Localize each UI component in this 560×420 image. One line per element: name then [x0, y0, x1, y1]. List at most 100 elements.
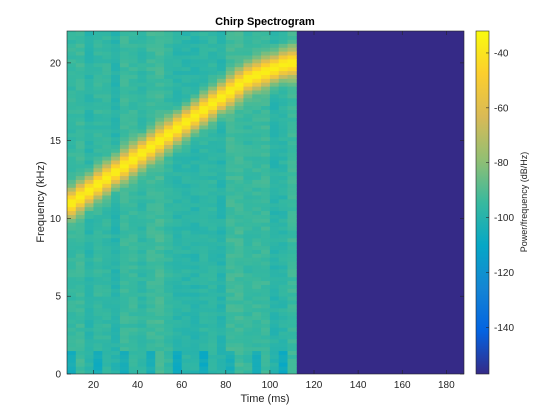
spectrogram-cell: [93, 47, 103, 52]
spectrogram-cell: [190, 327, 200, 332]
spectrogram-cell: [155, 288, 165, 293]
spectrogram-cell: [190, 55, 200, 60]
spectrogram-cell: [155, 218, 165, 223]
spectrogram-cell: [243, 195, 253, 200]
spectrogram-cell: [172, 327, 183, 332]
spectrogram-cell: [67, 121, 77, 126]
spectrogram-cell: [75, 245, 86, 250]
spectrogram-cell: [137, 350, 147, 355]
spectrogram-cell: [111, 230, 121, 235]
spectrogram-cell: [75, 39, 86, 44]
spectrogram-cell: [287, 331, 297, 336]
spectrogram-cell: [216, 272, 227, 278]
spectrogram-cell: [119, 152, 130, 157]
spectrogram-cell: [75, 241, 86, 247]
spectrogram-cell: [252, 335, 262, 340]
spectrogram-cell: [278, 113, 288, 118]
spectrogram-cell: [278, 226, 288, 231]
spectrogram-cell: [208, 113, 218, 118]
spectrogram-cell: [269, 296, 280, 301]
spectrogram-cell: [216, 55, 227, 60]
spectrogram-cell: [164, 222, 174, 227]
spectrogram-cell: [84, 59, 94, 64]
spectrogram-cell: [172, 358, 183, 363]
spectrogram-cell: [269, 339, 280, 344]
spectrogram-cell: [216, 346, 227, 352]
spectrogram-cell: [93, 82, 103, 87]
spectrogram-cell: [75, 51, 86, 56]
spectrogram-cell: [155, 156, 165, 161]
spectrogram-cell: [234, 109, 244, 114]
spectrogram-cell: [287, 218, 297, 223]
spectrogram-cell: [128, 179, 138, 184]
spectrogram-cell: [102, 199, 112, 204]
spectrogram-cell: [119, 210, 130, 215]
spectrogram-cell: [93, 366, 103, 371]
spectrogram-cell: [137, 43, 147, 48]
spectrogram-cell: [287, 319, 297, 324]
spectrogram-cell: [111, 70, 121, 75]
spectrogram-cell: [172, 218, 183, 223]
spectrogram-cell: [269, 350, 280, 355]
spectrogram-cell: [84, 136, 94, 142]
spectrogram-cell: [119, 237, 130, 243]
spectrogram-cell: [93, 202, 103, 208]
spectrogram-cell: [128, 276, 138, 282]
spectrogram-cell: [181, 323, 191, 328]
spectrogram-cell: [155, 70, 165, 75]
spectrogram-cell: [84, 167, 94, 173]
spectrogram-cell: [111, 78, 121, 83]
spectrogram-cell: [146, 175, 156, 180]
spectrogram-cell: [208, 249, 218, 254]
spectrogram-cell: [190, 195, 200, 200]
spectrogram-cell: [199, 234, 209, 239]
spectrogram-cell: [93, 51, 103, 56]
spectrogram-cell: [278, 214, 288, 219]
spectrogram-cell: [199, 311, 209, 317]
spectrogram-cell: [155, 342, 165, 348]
spectrogram-cell: [146, 276, 156, 282]
spectrogram-cell: [75, 152, 86, 157]
spectrogram-cell: [146, 105, 156, 110]
spectrogram-cell: [278, 265, 288, 270]
spectrogram-cell: [172, 199, 183, 204]
spectrogram-cell: [225, 78, 236, 83]
spectrogram-cell: [287, 241, 297, 247]
spectrogram-cell: [119, 234, 130, 239]
spectrogram-cell: [234, 179, 244, 184]
spectrogram-cell: [67, 62, 77, 68]
spectrogram-cell: [252, 55, 262, 60]
x-tick-label: 20: [88, 380, 100, 391]
spectrogram-cell: [199, 288, 209, 293]
spectrogram-cell: [146, 222, 156, 227]
spectrogram-cell: [199, 66, 209, 72]
spectrogram-cell: [234, 47, 244, 52]
spectrogram-cell: [119, 86, 130, 91]
spectrogram-cell: [287, 179, 297, 184]
spectrogram-cell: [208, 234, 218, 239]
spectrogram-cell: [190, 358, 200, 363]
spectrogram-cell: [84, 129, 94, 134]
spectrogram-cell: [278, 117, 288, 122]
spectrogram-cell: [287, 311, 297, 317]
spectrogram-cell: [243, 261, 253, 266]
spectrogram-cell: [93, 272, 103, 278]
spectrogram-cell: [111, 47, 121, 52]
spectrogram-cell: [128, 331, 138, 336]
spectrogram-cell: [102, 105, 112, 110]
spectrogram-cell: [93, 164, 103, 169]
spectrogram-cell: [93, 121, 103, 126]
spectrogram-cell: [287, 43, 297, 48]
x-tick-label: 120: [306, 380, 323, 391]
spectrogram-cell: [225, 47, 236, 52]
spectrogram-cell: [243, 113, 253, 118]
spectrogram-cell: [225, 230, 236, 235]
spectrogram-cell: [190, 74, 200, 79]
spectrogram-cell: [269, 90, 280, 95]
spectrogram-cell: [128, 167, 138, 173]
spectrogram-cell: [164, 105, 174, 110]
spectrogram-cell: [234, 210, 244, 215]
spectrogram-cell: [181, 167, 191, 173]
spectrogram-cell: [243, 346, 253, 352]
spectrogram-cell: [278, 319, 288, 324]
